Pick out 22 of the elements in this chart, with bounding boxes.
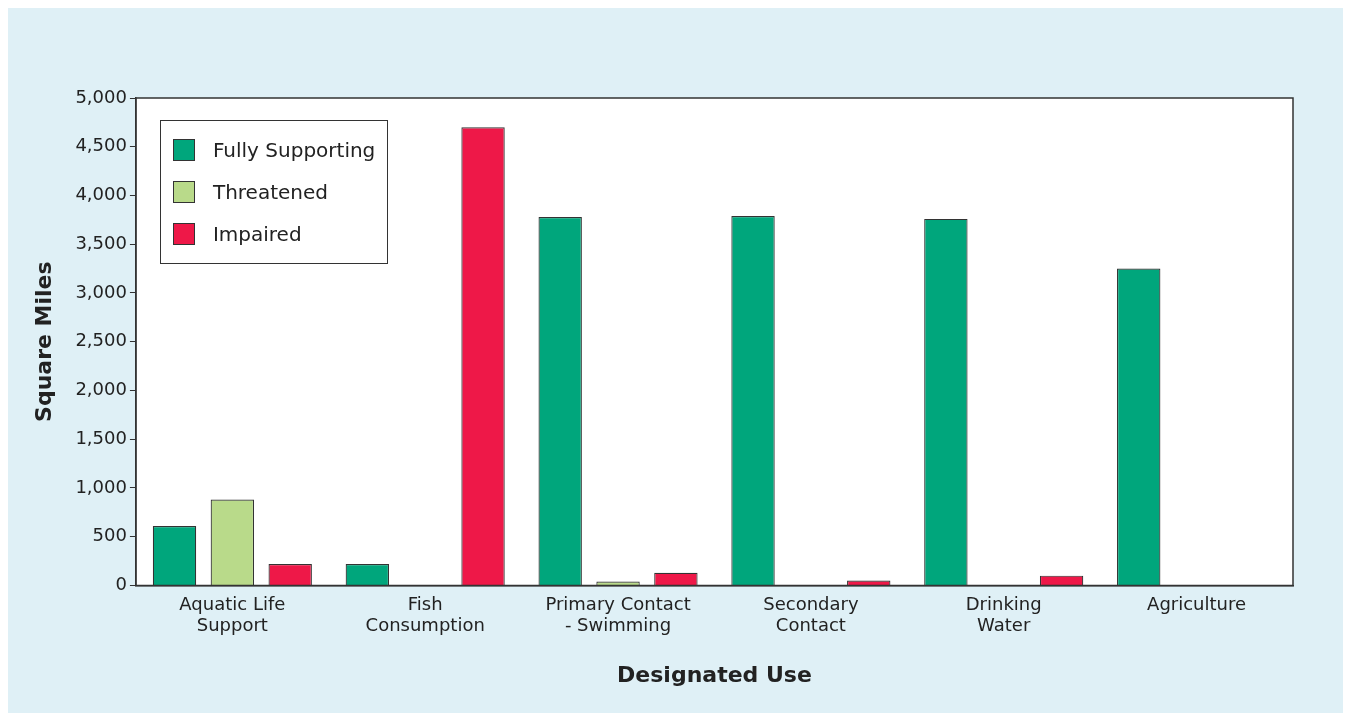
y-tick-label: 500 [92,524,127,546]
x-tick-label: Secondary Contact [763,592,859,636]
y-tick-label: 0 [115,573,127,595]
y-axis-title: Square Miles [30,261,56,422]
legend-label: Fully Supporting [212,138,376,162]
x-tick-label: Primary Contact - Swimming [545,592,691,636]
y-tick-label: 3,500 [75,231,127,253]
x-tick-label: Aquatic Life Support [179,592,286,636]
y-tick-label: 4,500 [75,134,127,156]
legend-label: Threatened [212,180,328,204]
legend-label: Impaired [212,222,302,246]
x-tick-label: Agriculture [1147,592,1247,614]
x-axis-title: Designated Use [617,661,812,687]
y-tick-label: 2,000 [75,378,127,400]
y-tick-label: 2,500 [75,329,127,351]
y-tick-label: 4,000 [75,183,127,205]
y-tick-label: 5,000 [75,85,127,107]
y-tick-label: 3,000 [75,280,127,302]
x-tick-label: Drinking Water [965,592,1042,636]
y-tick-label: 1,000 [75,475,127,497]
x-tick-label: Fish Consumption [365,592,485,636]
y-tick-label: 1,500 [75,426,127,448]
